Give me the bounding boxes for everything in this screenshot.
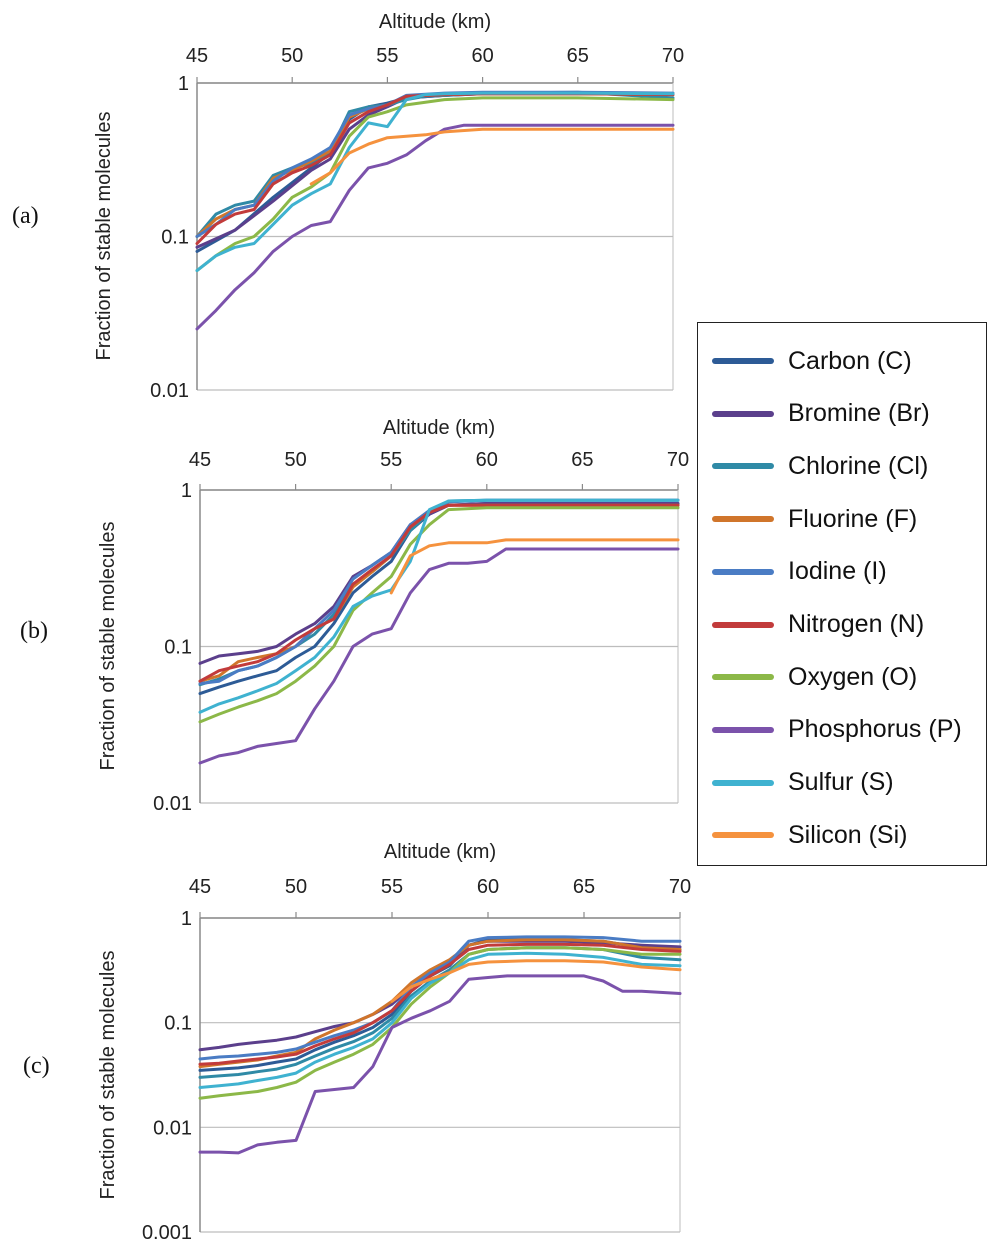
legend-swatch	[712, 410, 774, 417]
y-tick-label: 0.01	[153, 793, 192, 815]
series-line	[198, 974, 682, 1155]
legend-label: Chlorine (Cl)	[788, 451, 929, 480]
y-tick-label: 0.1	[161, 227, 189, 249]
legend-item: Phosphorus (P)	[712, 710, 962, 750]
y-tick-label: 1	[181, 480, 192, 502]
series-line	[195, 90, 675, 238]
series-line	[198, 506, 680, 724]
y-tick-label: 0.1	[164, 1013, 192, 1035]
series-line	[198, 502, 680, 696]
x-tick-label: 70	[669, 876, 691, 898]
series-line	[198, 503, 680, 683]
x-tick-label: 65	[567, 45, 589, 67]
x-tick-label: 65	[573, 876, 595, 898]
legend-label: Carbon (C)	[788, 346, 912, 375]
x-tick-label: 45	[189, 449, 211, 471]
x-axis-title: Altitude (km)	[383, 417, 495, 439]
y-axis-title: Fraction of stable molecules	[93, 111, 115, 360]
series-line	[198, 942, 682, 1066]
legend-item: Silicon (Si)	[712, 815, 907, 855]
x-tick-label: 45	[189, 876, 211, 898]
legend-label: Nitrogen (N)	[788, 610, 925, 638]
legend-swatch	[712, 568, 774, 575]
legend-label: Sulfur (S)	[788, 768, 894, 797]
legend-item: Carbon (C)	[712, 341, 912, 381]
legend-label: Silicon (Si)	[788, 820, 908, 849]
y-tick-label: 0.1	[164, 637, 192, 659]
legend-swatch	[712, 463, 774, 470]
chart-panel-3: 0.001 0.01 0.1 1 45 50 55 60 65 70 Altitude (km) Fr…	[97, 841, 691, 1243]
series-line	[195, 90, 675, 238]
x-tick-label: 50	[284, 449, 306, 471]
series-line	[198, 498, 680, 714]
x-tick-label: 70	[667, 449, 689, 471]
series-line	[195, 92, 675, 245]
legend-swatch	[712, 832, 774, 839]
legend-item: Bromine (Br)	[712, 394, 930, 434]
y-tick-label: 1	[178, 73, 189, 95]
legend-item: Sulfur (S)	[712, 763, 894, 803]
x-tick-label: 65	[571, 449, 593, 471]
legend-label: Phosphorus (P)	[788, 715, 962, 744]
legend-swatch	[712, 726, 774, 733]
legend-swatch	[712, 358, 774, 364]
legend-swatch	[712, 779, 774, 786]
series-line	[195, 91, 675, 273]
series-line	[309, 127, 675, 186]
x-tick-label: 45	[186, 45, 208, 67]
x-tick-label: 50	[285, 876, 307, 898]
x-axis-title: Altitude (km)	[379, 11, 491, 33]
legend-item: Oxygen (O)	[712, 657, 917, 697]
legend-swatch	[712, 674, 774, 681]
y-tick-label: 0.01	[150, 380, 189, 402]
legend-label: Oxygen (O)	[788, 662, 918, 691]
legend-label: Fluorine (F)	[788, 504, 918, 533]
series-line	[198, 502, 680, 665]
x-tick-label: 55	[376, 45, 398, 67]
series-line	[195, 92, 675, 238]
x-tick-label: 70	[662, 45, 684, 67]
series-line	[198, 547, 680, 765]
x-tick-label: 60	[477, 876, 499, 898]
x-tick-label: 55	[380, 449, 402, 471]
y-tick-label: 0.001	[142, 1222, 192, 1243]
panel-label-b: (b)	[20, 618, 48, 644]
y-axis-title: Fraction of stable molecules	[97, 950, 119, 1199]
x-tick-label: 60	[471, 45, 493, 67]
y-tick-label: 0.01	[153, 1117, 192, 1139]
x-tick-label: 55	[381, 876, 403, 898]
panel-label-a: (a)	[12, 203, 39, 229]
chart-panel-2: 0.01 0.1 1 45 50 55 60 65 70 Altitude (km) Fractio…	[97, 417, 689, 815]
x-tick-label: 50	[281, 45, 303, 67]
legend: Carbon (C) Bromine (Br) Chlorine (Cl) Fluor…	[697, 322, 987, 866]
legend-item: Nitrogen (N)	[712, 605, 924, 645]
x-axis-title: Altitude (km)	[384, 841, 496, 863]
y-tick-label: 1	[181, 908, 192, 930]
legend-swatch	[712, 621, 774, 628]
series-line	[389, 538, 680, 595]
chart-panel-1: 0.01 0.1 1 45 50 55 60 65 70 Altitude (km) Fractio…	[93, 11, 684, 402]
series-line	[195, 123, 675, 331]
series-line	[390, 959, 682, 1003]
series-line	[198, 951, 682, 1089]
legend-item: Chlorine (Cl)	[712, 446, 928, 486]
x-tick-label: 60	[476, 449, 498, 471]
legend-swatch	[712, 516, 774, 523]
legend-label: Iodine (I)	[788, 557, 887, 586]
panel-label-c: (c)	[23, 1053, 50, 1079]
legend-label: Bromine (Br)	[788, 399, 930, 428]
legend-item: Iodine (I)	[712, 552, 887, 592]
series-line	[195, 96, 675, 273]
legend-item: Fluorine (F)	[712, 499, 917, 539]
y-axis-title: Fraction of stable molecules	[97, 521, 119, 770]
